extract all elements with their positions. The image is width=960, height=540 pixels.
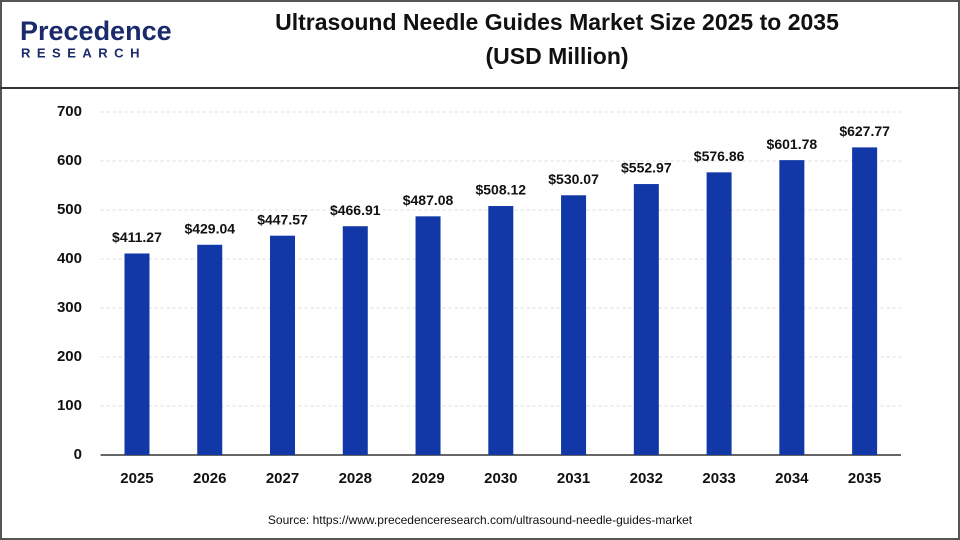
data-label: $429.04: [184, 220, 235, 236]
y-tick-label: 100: [57, 397, 82, 414]
data-label: $627.77: [839, 123, 890, 139]
data-label: $411.27: [112, 229, 162, 245]
bar: [342, 226, 368, 455]
data-label: $601.78: [767, 136, 818, 152]
bar: [706, 172, 732, 455]
y-tick-label: 400: [57, 250, 82, 267]
y-tick-label: 700: [57, 103, 82, 120]
data-label: $576.86: [694, 148, 745, 164]
x-tick-label: 2028: [339, 470, 372, 487]
x-tick-label: 2033: [702, 470, 735, 487]
data-label: $508.12: [475, 182, 526, 198]
data-label: $466.91: [330, 202, 381, 218]
x-tick-label: 2027: [266, 470, 299, 487]
y-tick-label: 0: [74, 446, 82, 463]
bar: [633, 184, 659, 456]
chart-title: Ultrasound Needle Guides Market Size 202…: [275, 9, 839, 35]
y-tick-label: 300: [57, 299, 82, 316]
data-label: $530.07: [548, 171, 599, 187]
bar: [561, 195, 587, 456]
y-tick-label: 600: [57, 152, 82, 169]
bar: [197, 244, 223, 455]
y-tick-label: 200: [57, 348, 82, 365]
bar: [270, 235, 296, 455]
x-tick-label: 2031: [557, 470, 590, 487]
bar: [488, 206, 514, 455]
bar: [852, 147, 878, 455]
logo-sub: RESEARCH: [21, 45, 146, 60]
logo-name: Precedence: [20, 16, 172, 46]
data-label: $447.57: [257, 211, 308, 227]
bar: [415, 216, 441, 455]
x-tick-label: 2032: [630, 470, 663, 487]
x-tick-label: 2034: [775, 470, 809, 487]
y-tick-label: 500: [57, 201, 82, 218]
x-tick-label: 2029: [411, 470, 444, 487]
x-tick-label: 2035: [848, 470, 881, 487]
x-tick-label: 2030: [484, 470, 517, 487]
bar: [124, 253, 150, 455]
bar: [779, 160, 805, 455]
data-label: $487.08: [403, 192, 454, 208]
data-label: $552.97: [621, 160, 672, 176]
source: Source: https://www.precedenceresearch.c…: [268, 513, 693, 527]
x-tick-label: 2025: [120, 470, 153, 487]
x-tick-label: 2026: [193, 470, 226, 487]
chart-subtitle: (USD Million): [485, 43, 628, 69]
